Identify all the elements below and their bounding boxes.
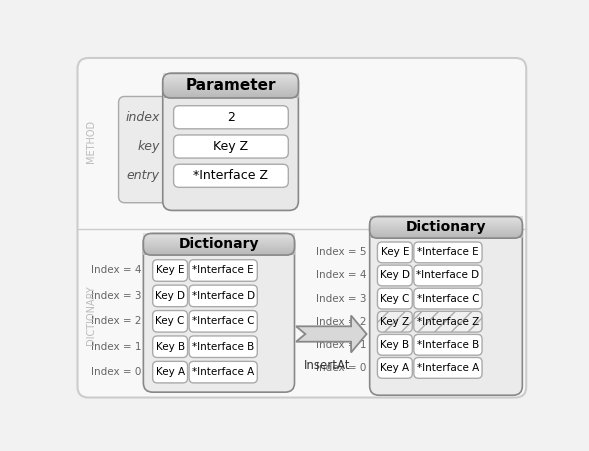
Text: Dictionary: Dictionary — [406, 221, 487, 235]
Text: Dictionary: Dictionary — [178, 237, 259, 251]
FancyBboxPatch shape — [189, 285, 257, 307]
Text: Index = 0: Index = 0 — [316, 363, 366, 373]
Text: Key D: Key D — [155, 291, 185, 301]
FancyBboxPatch shape — [174, 135, 288, 158]
FancyBboxPatch shape — [378, 265, 412, 286]
Text: *Interface B: *Interface B — [192, 342, 254, 352]
Text: Key Z: Key Z — [213, 140, 249, 153]
Text: Key E: Key E — [380, 248, 409, 258]
Text: Key A: Key A — [155, 367, 185, 377]
Text: Index = 1: Index = 1 — [316, 340, 366, 350]
FancyBboxPatch shape — [174, 106, 288, 129]
FancyBboxPatch shape — [378, 311, 412, 332]
Text: *Interface Z: *Interface Z — [417, 317, 479, 327]
Text: Key C: Key C — [155, 316, 185, 327]
Text: *Interface B: *Interface B — [417, 340, 479, 350]
FancyBboxPatch shape — [414, 242, 482, 263]
FancyBboxPatch shape — [153, 311, 187, 332]
Text: Key D: Key D — [380, 271, 410, 281]
Text: *Interface C: *Interface C — [416, 294, 479, 304]
FancyBboxPatch shape — [414, 288, 482, 309]
FancyBboxPatch shape — [414, 311, 482, 332]
Text: Index = 3: Index = 3 — [91, 291, 141, 301]
FancyBboxPatch shape — [153, 336, 187, 358]
FancyBboxPatch shape — [118, 97, 182, 203]
Text: Key B: Key B — [155, 342, 185, 352]
FancyBboxPatch shape — [414, 265, 482, 286]
Text: Index = 1: Index = 1 — [91, 342, 141, 352]
Text: *Interface Z: *Interface Z — [193, 169, 269, 182]
Text: *Interface A: *Interface A — [417, 363, 479, 373]
Text: Key C: Key C — [380, 294, 409, 304]
FancyBboxPatch shape — [153, 260, 187, 281]
Text: Key E: Key E — [156, 266, 184, 276]
Text: Key B: Key B — [380, 340, 409, 350]
FancyBboxPatch shape — [153, 285, 187, 307]
Text: *Interface E: *Interface E — [193, 266, 254, 276]
Text: Parameter: Parameter — [186, 78, 276, 93]
FancyBboxPatch shape — [153, 361, 187, 383]
Text: Key A: Key A — [380, 363, 409, 373]
Text: index: index — [125, 111, 160, 124]
Text: *Interface D: *Interface D — [191, 291, 255, 301]
Text: Index = 3: Index = 3 — [316, 294, 366, 304]
Text: *Interface C: *Interface C — [192, 316, 254, 327]
Text: Key Z: Key Z — [380, 317, 409, 327]
Text: DICTIONARY: DICTIONARY — [85, 285, 95, 345]
Polygon shape — [296, 316, 366, 353]
Text: Index = 2: Index = 2 — [316, 317, 366, 327]
FancyBboxPatch shape — [143, 234, 294, 392]
FancyBboxPatch shape — [78, 58, 526, 397]
FancyBboxPatch shape — [189, 260, 257, 281]
FancyBboxPatch shape — [370, 216, 522, 395]
FancyBboxPatch shape — [189, 361, 257, 383]
FancyBboxPatch shape — [378, 334, 412, 355]
FancyBboxPatch shape — [189, 336, 257, 358]
FancyBboxPatch shape — [414, 334, 482, 355]
FancyBboxPatch shape — [174, 164, 288, 187]
Text: *Interface D: *Interface D — [416, 271, 479, 281]
Text: InsertAt: InsertAt — [304, 359, 350, 372]
Text: Index = 4: Index = 4 — [91, 266, 141, 276]
FancyBboxPatch shape — [163, 74, 299, 211]
FancyBboxPatch shape — [378, 288, 412, 309]
Text: *Interface A: *Interface A — [192, 367, 254, 377]
Text: METHOD: METHOD — [85, 120, 95, 163]
Text: Index = 5: Index = 5 — [316, 248, 366, 258]
Text: Index = 4: Index = 4 — [316, 271, 366, 281]
FancyBboxPatch shape — [414, 358, 482, 378]
Text: Index = 0: Index = 0 — [91, 367, 141, 377]
FancyBboxPatch shape — [189, 311, 257, 332]
FancyBboxPatch shape — [378, 358, 412, 378]
FancyBboxPatch shape — [378, 242, 412, 263]
Text: 2: 2 — [227, 111, 235, 124]
Text: Index = 2: Index = 2 — [91, 316, 141, 327]
Text: key: key — [137, 140, 160, 153]
Text: *Interface E: *Interface E — [417, 248, 479, 258]
Text: entry: entry — [127, 169, 160, 182]
